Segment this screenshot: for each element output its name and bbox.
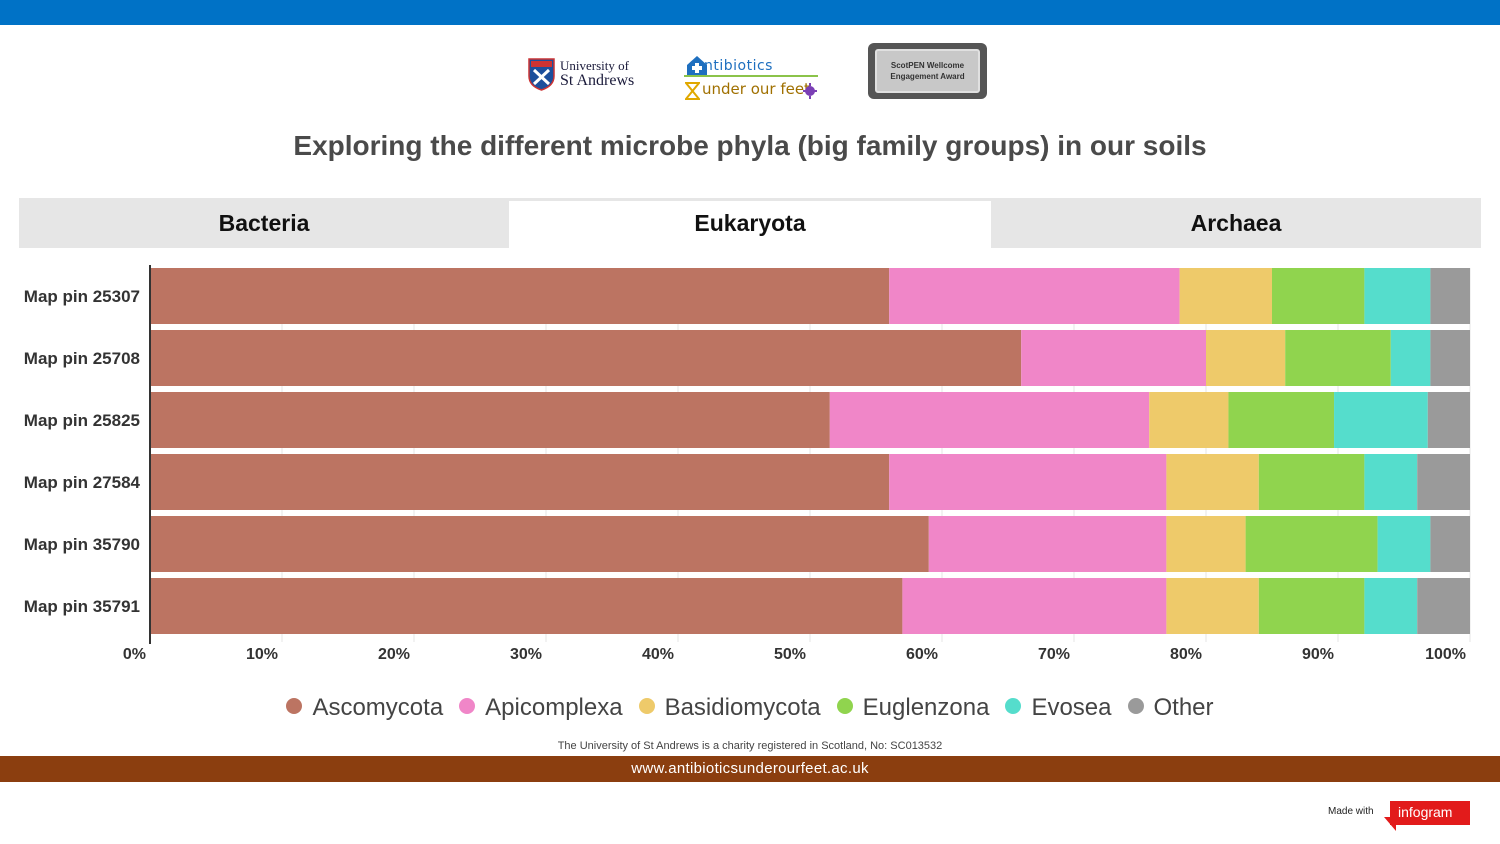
bar-segment-apicomplexa (889, 268, 1180, 324)
bar-segment-evosea (1334, 392, 1428, 448)
legend-item[interactable]: Other (1127, 694, 1214, 722)
x-tick-label: 40% (642, 646, 674, 663)
tab-bar: Bacteria Eukaryota Archaea (19, 198, 1481, 248)
bottom-bar: www.antibioticsunderourfeet.ac.uk (0, 756, 1500, 782)
bar-segment-basidiomycota (1166, 516, 1246, 572)
infogram-label: infogram (1398, 804, 1453, 820)
category-label: Map pin 25825 (24, 411, 140, 430)
page-title: Exploring the different microbe phyla (b… (293, 130, 1207, 161)
bar-segment-apicomplexa (889, 454, 1167, 510)
x-tick-label: 50% (774, 646, 806, 663)
website-link[interactable]: www.antibioticsunderourfeet.ac.uk (631, 760, 869, 777)
legend-item[interactable]: Ascomycota (286, 694, 443, 722)
bar-segment-euglenzona (1285, 330, 1391, 386)
legend-swatch (638, 698, 655, 714)
bar-segment-other (1430, 268, 1470, 324)
stacked-bar-chart: 0% 10% 20% 30% 40% 50% 60% 70% 80% 90% 100% Map pin… (24, 265, 1471, 663)
legend-item[interactable]: Basidiomycota (638, 694, 821, 722)
bar-segment-evosea (1377, 516, 1431, 572)
bar-segment-basidiomycota (1206, 330, 1286, 386)
bar-segment-ascomycota (150, 330, 1022, 386)
antibiotics-logo-line1: ntibiotics (704, 58, 773, 74)
category-label: Map pin 35790 (24, 535, 140, 554)
category-label: Map pin 35791 (24, 597, 140, 616)
hourglass-icon (685, 82, 700, 100)
charity-notice: The University of St Andrews is a charit… (557, 740, 943, 752)
bar-segment-basidiomycota (1149, 392, 1229, 448)
bar-segment-euglenzona (1258, 578, 1365, 634)
award-line1: ScotPEN Wellcome (890, 61, 965, 70)
bar-segment-ascomycota (150, 454, 890, 510)
tab-bacteria[interactable]: Bacteria (218, 210, 310, 236)
x-tick-label: 70% (1038, 646, 1070, 663)
antibiotics-logo[interactable]: ntibiotics under our feet (682, 48, 822, 103)
bar-segment-apicomplexa (829, 392, 1150, 448)
tab-eukaryota[interactable]: Eukaryota (509, 201, 991, 248)
legend-swatch (836, 698, 853, 714)
st-andrews-logo-line1: University of (560, 58, 629, 73)
legend-swatch (1127, 698, 1144, 714)
legend-label: Apicomplexa (485, 694, 623, 721)
x-tick-label: 20% (378, 646, 410, 663)
legend-label: Euglenzona (862, 694, 990, 721)
bar-segment-other (1417, 454, 1470, 510)
bar-segment-other (1417, 578, 1470, 634)
category-label: Map pin 25708 (24, 349, 140, 368)
category-label: Map pin 25307 (24, 287, 140, 306)
bar-segment-apicomplexa (1021, 330, 1206, 386)
bar-segment-basidiomycota (1179, 268, 1272, 324)
logo-row: University of St Andrews ntibiotics unde… (0, 42, 1500, 102)
x-tick-label: 80% (1170, 646, 1202, 663)
legend-swatch (459, 698, 476, 714)
bar-segment-ascomycota (150, 578, 903, 634)
top-bar (0, 0, 1500, 25)
legend-item[interactable]: Apicomplexa (459, 694, 623, 722)
bar-segment-apicomplexa (928, 516, 1167, 572)
legend-label: Evosea (1031, 694, 1112, 721)
chart-legend: Ascomycota Apicomplexa Basidiomycota Euglen… (0, 694, 1500, 722)
legend-label: Basidiomycota (664, 694, 821, 721)
bar-segment-ascomycota (150, 392, 830, 448)
infogram-logo[interactable]: infogram (1384, 801, 1470, 832)
legend-label: Ascomycota (312, 694, 444, 721)
bar-segment-euglenzona (1258, 454, 1365, 510)
bar-segment-evosea (1364, 578, 1418, 634)
st-andrews-shield-icon (528, 58, 555, 91)
bar-segment-euglenzona (1272, 268, 1365, 324)
st-andrews-logo[interactable]: University of St Andrews (528, 58, 653, 94)
legend-item[interactable]: Evosea (1005, 694, 1112, 722)
legend-swatch (286, 698, 303, 714)
x-tick-label: 100% (1425, 646, 1466, 663)
bar-segment-other (1430, 330, 1470, 386)
house-cross-icon (687, 56, 707, 75)
x-tick-label: 60% (906, 646, 938, 663)
bar-segment-ascomycota (150, 268, 890, 324)
bar-segment-evosea (1364, 454, 1418, 510)
legend-label: Other (1153, 694, 1214, 721)
bar-segment-apicomplexa (902, 578, 1167, 634)
award-line2: Engagement Award (890, 72, 965, 81)
made-with-label: Made with (1328, 806, 1374, 817)
tab-archaea[interactable]: Archaea (1190, 210, 1282, 236)
x-tick-label: 90% (1302, 646, 1334, 663)
antibiotics-logo-line2: under our feet (702, 80, 810, 98)
category-label: Map pin 27584 (24, 473, 141, 492)
bar-segment-euglenzona (1228, 392, 1335, 448)
microbe-icon (803, 83, 817, 99)
legend-swatch (1005, 698, 1022, 714)
x-tick-label: 10% (246, 646, 278, 663)
bar-segment-other (1430, 516, 1470, 572)
x-tick-label: 0% (123, 646, 146, 663)
bar-segment-euglenzona (1245, 516, 1378, 572)
bar-segment-other (1427, 392, 1470, 448)
bar-segment-basidiomycota (1166, 578, 1259, 634)
bar-segment-evosea (1364, 268, 1431, 324)
bar-segment-basidiomycota (1166, 454, 1259, 510)
bar-segment-ascomycota (150, 516, 929, 572)
st-andrews-logo-line2: St Andrews (560, 72, 635, 89)
scotpen-award-badge[interactable]: ScotPEN Wellcome Engagement Award (868, 43, 987, 99)
x-tick-label: 30% (510, 646, 542, 663)
legend-item[interactable]: Euglenzona (836, 694, 990, 722)
bar-segment-evosea (1390, 330, 1431, 386)
